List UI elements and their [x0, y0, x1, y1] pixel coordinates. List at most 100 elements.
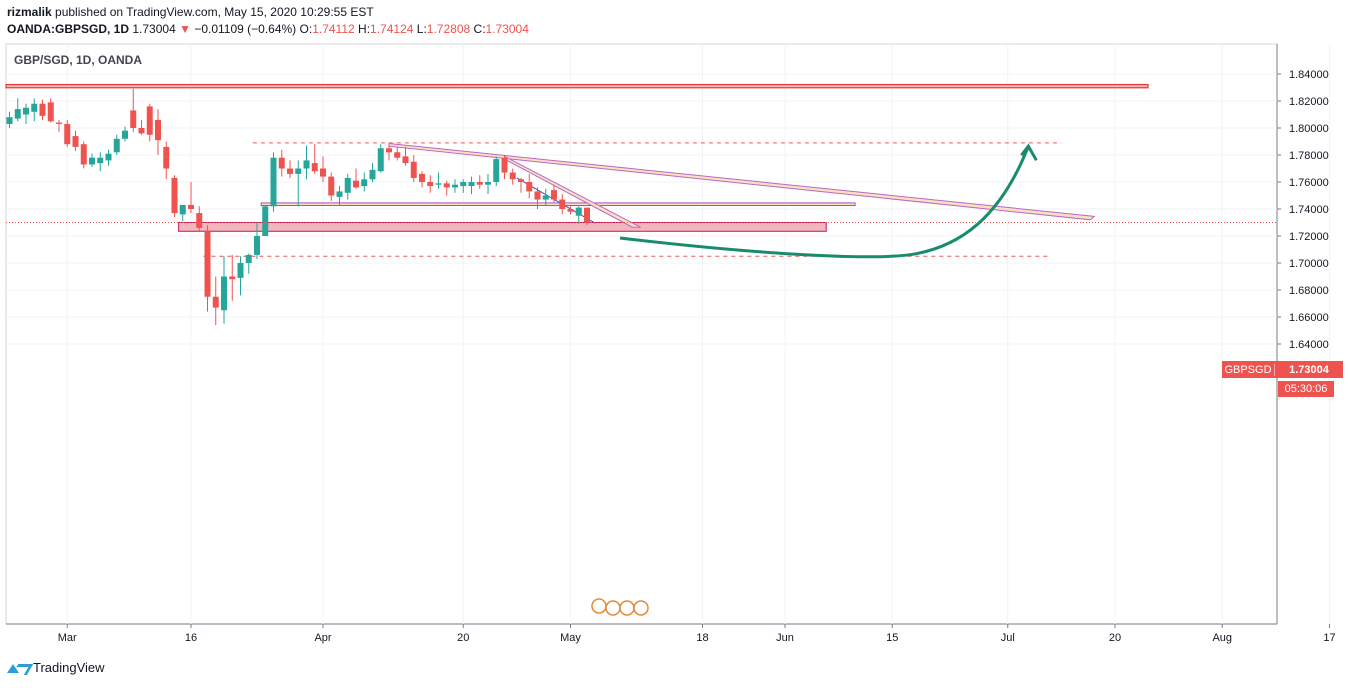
publisher-name[interactable]: rizmalik [7, 5, 52, 19]
x-tick-label: Aug [1212, 632, 1232, 644]
candle-body [105, 153, 112, 161]
candle-body [534, 191, 541, 200]
price-tag-value: 1.73004 [1289, 363, 1329, 376]
candle-body [476, 182, 483, 185]
candle-body [64, 123, 71, 145]
price-change: −0.01109 (−0.64%) [194, 22, 297, 36]
published-text: published on TradingView.com, May 15, 20… [51, 5, 374, 19]
candle-body [196, 213, 203, 228]
tradingview-logo[interactable]: TradingView [7, 660, 105, 675]
candle-body [72, 136, 79, 147]
low-label: L: [416, 22, 427, 36]
candle-body [23, 107, 29, 115]
projection-arrow [619, 145, 1030, 259]
candle-body [47, 102, 54, 122]
x-tick-label: May [560, 632, 581, 644]
candle-body [386, 148, 392, 153]
candle-body [369, 169, 376, 180]
last-price: 1.73004 [132, 22, 176, 36]
x-tick-label: Jun [776, 632, 794, 644]
candle-body [287, 168, 293, 174]
event-markers[interactable] [591, 598, 649, 616]
y-tick-label: 1.72000 [1289, 231, 1329, 243]
y-tick-label: 1.76000 [1289, 177, 1329, 189]
event-flag-icon[interactable] [605, 600, 621, 616]
x-tick-label: 16 [185, 632, 197, 644]
bar-countdown: 05:30:06 [1278, 381, 1334, 397]
candle-body [501, 157, 508, 173]
symbol: OANDA:GBPSGD, 1D [7, 22, 130, 36]
current-price-tag: GBPSGD 1.73004 [1222, 361, 1343, 378]
x-tick-label: Apr [314, 632, 331, 644]
low-value: 1.72808 [426, 22, 471, 36]
candle-body [179, 204, 186, 215]
candle-body [336, 191, 343, 197]
candle-body [427, 182, 434, 187]
candle-body [328, 176, 335, 196]
candle-body [6, 117, 13, 124]
candle-body [138, 128, 145, 134]
x-tick-label: Mar [58, 632, 77, 644]
high-label: H: [358, 22, 371, 36]
x-tick-label: Jul [1001, 632, 1015, 644]
candle-body [443, 183, 450, 188]
ohlc-line: OANDA:GBPSGD, 1D 1.73004 ▼ −0.01109 (−0.… [7, 22, 529, 36]
event-flag-icon[interactable] [619, 600, 635, 616]
grid [6, 44, 1330, 624]
candle-body [493, 159, 500, 182]
price-tag-symbol: GBPSGD [1222, 363, 1275, 376]
candle-body [377, 148, 384, 172]
y-tick-label: 1.80000 [1289, 123, 1329, 135]
drawings-over [6, 143, 1277, 259]
candle-body [295, 168, 302, 174]
candle-body [468, 182, 475, 187]
x-tick-label: 20 [1109, 632, 1121, 644]
y-tick-label: 1.68000 [1289, 285, 1329, 297]
candle-body [97, 157, 104, 164]
candle-body [419, 173, 425, 182]
candle-body [344, 177, 351, 193]
candle-body [575, 207, 582, 216]
candle-body [551, 190, 557, 200]
candle-body [89, 157, 95, 165]
y-tick-label: 1.78000 [1289, 150, 1329, 162]
candle-body [518, 179, 524, 182]
candle-body [113, 138, 120, 153]
candle-body [509, 172, 516, 180]
event-flag-icon[interactable] [591, 598, 607, 614]
candle-body [584, 207, 590, 223]
candle-body [410, 161, 417, 178]
candle-body [254, 236, 260, 255]
x-tick-label: 17 [1323, 632, 1335, 644]
candle-body [237, 263, 244, 278]
y-tick-label: 1.66000 [1289, 312, 1329, 324]
y-tick-label: 1.70000 [1289, 258, 1329, 270]
candle-body [320, 168, 326, 177]
candle-body [130, 110, 137, 128]
candle-body [435, 183, 442, 185]
candle-body [80, 144, 87, 165]
candle-body [353, 180, 359, 188]
candle-body [163, 146, 170, 169]
event-flag-icon[interactable] [633, 600, 649, 616]
candle-body [567, 209, 574, 212]
candle-body [278, 157, 285, 169]
candle-body [452, 184, 458, 188]
candle-body [402, 156, 409, 164]
candle-body [361, 179, 368, 187]
candle-body [270, 157, 277, 207]
open-value: 1.74112 [312, 22, 355, 36]
high-value: 1.74124 [370, 22, 414, 36]
candle-body [31, 103, 38, 112]
candle-body [155, 119, 161, 141]
plot-area [5, 43, 1278, 625]
candle-body [204, 230, 211, 297]
y-tick-label: 1.64000 [1289, 339, 1329, 351]
candle-body [221, 276, 227, 311]
candle-body [303, 160, 310, 169]
tradingview-logo-icon [7, 661, 29, 675]
resistance-zone [5, 83, 1149, 89]
candle-body [122, 130, 128, 139]
open-label: O: [299, 22, 313, 36]
